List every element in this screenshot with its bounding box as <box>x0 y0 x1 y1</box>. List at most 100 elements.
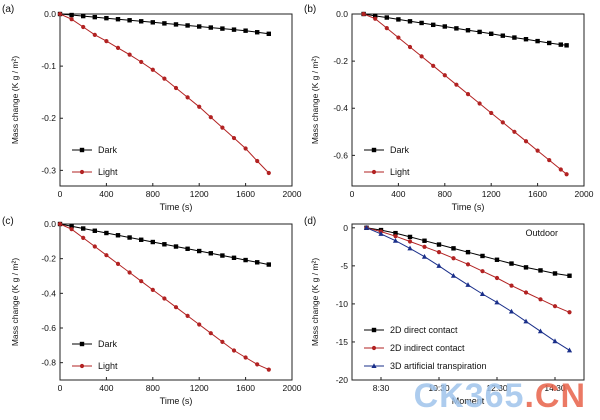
data-point <box>384 26 389 31</box>
data-point <box>558 42 563 47</box>
data-point <box>220 125 225 130</box>
y-tick-label: -0.6 <box>333 150 348 160</box>
data-point <box>173 22 179 27</box>
x-tick-label: 800 <box>146 189 160 199</box>
y-tick-label: -5 <box>340 261 348 271</box>
watermark-suffix: .CN <box>524 377 586 415</box>
data-point <box>127 52 132 57</box>
data-point <box>442 73 447 78</box>
data-point <box>477 29 482 35</box>
y-axis-label: Mass change (K g / m²) <box>310 258 320 347</box>
panel-annotation: Outdoor <box>525 228 558 238</box>
data-point <box>494 257 500 262</box>
x-tick-label: 1200 <box>190 383 209 393</box>
data-point <box>266 170 271 176</box>
data-point <box>373 16 378 21</box>
panel-label: (b) <box>304 4 316 15</box>
data-point <box>92 228 97 233</box>
data-point <box>451 256 456 261</box>
data-point <box>465 249 471 255</box>
x-tick-label: 800 <box>438 189 452 199</box>
legend-marker <box>79 363 85 369</box>
data-point <box>567 310 572 315</box>
x-tick-label: 0 <box>350 189 355 199</box>
data-point <box>104 15 109 21</box>
data-point <box>407 245 413 251</box>
data-point <box>162 21 167 26</box>
data-point <box>115 17 121 22</box>
data-point <box>208 251 213 256</box>
data-point <box>243 28 248 33</box>
data-point <box>431 22 436 28</box>
data-point <box>243 146 248 151</box>
data-point <box>489 31 494 36</box>
x-axis-label: Time (s) <box>160 202 193 212</box>
x-tick-label: 14:30 <box>544 383 566 393</box>
data-point <box>393 234 398 239</box>
x-tick-label: 0 <box>58 189 63 199</box>
x-tick-label: 1600 <box>236 383 255 393</box>
data-point <box>407 234 413 240</box>
data-point <box>419 20 424 26</box>
data-point <box>396 35 401 40</box>
data-point <box>523 37 529 42</box>
data-point <box>81 235 86 240</box>
data-point <box>115 45 121 50</box>
data-point <box>523 139 529 144</box>
data-point <box>465 282 471 287</box>
data-point <box>537 328 544 334</box>
panel-label: (a) <box>2 4 14 15</box>
axes-frame <box>59 223 293 381</box>
data-point <box>185 313 190 318</box>
legend-label: 2D indirect contact <box>390 343 465 353</box>
data-point <box>243 257 248 263</box>
data-point <box>564 43 569 48</box>
data-point <box>162 296 167 301</box>
data-point <box>407 239 413 244</box>
x-tick-label: 2000 <box>283 189 302 199</box>
data-point <box>422 238 427 243</box>
data-point <box>508 308 515 314</box>
data-point <box>220 253 225 258</box>
y-tick-label: -0.8 <box>41 358 56 368</box>
x-tick-label: 1600 <box>528 189 547 199</box>
data-point <box>454 26 459 31</box>
data-point <box>442 24 447 29</box>
data-point <box>162 242 167 247</box>
data-point <box>104 39 109 44</box>
data-point <box>139 59 144 65</box>
data-point <box>69 12 74 18</box>
data-point <box>494 299 500 305</box>
data-point <box>173 85 179 91</box>
data-point <box>57 221 63 227</box>
data-point <box>150 67 155 72</box>
x-axis-label: Time (s) <box>160 396 193 406</box>
data-point <box>243 355 248 360</box>
y-tick-label: -0.6 <box>41 323 56 333</box>
data-point <box>363 225 370 230</box>
y-tick-label: -20 <box>336 375 349 385</box>
legend-marker <box>79 341 85 347</box>
data-point <box>538 297 543 302</box>
legend-marker <box>371 327 377 333</box>
data-point <box>255 30 260 35</box>
data-point <box>115 261 121 266</box>
x-tick-label: 800 <box>146 383 160 393</box>
y-tick-label: 0.0 <box>44 219 56 229</box>
data-point <box>509 261 514 266</box>
data-point <box>500 33 505 38</box>
data-point <box>231 348 237 353</box>
data-point <box>69 17 74 22</box>
data-point <box>208 331 213 336</box>
y-tick-label: 0.0 <box>336 9 348 19</box>
panel-d: (d) 8:30 10:30 12:30 14:30 0 -5 -10 -15 -20 Moment… <box>304 216 585 406</box>
data-point <box>451 246 456 251</box>
data-point <box>115 233 121 238</box>
data-point <box>396 17 401 22</box>
data-point <box>69 227 74 232</box>
data-point <box>266 262 271 267</box>
data-point <box>392 237 399 243</box>
data-point <box>465 28 471 33</box>
data-point <box>92 32 97 37</box>
